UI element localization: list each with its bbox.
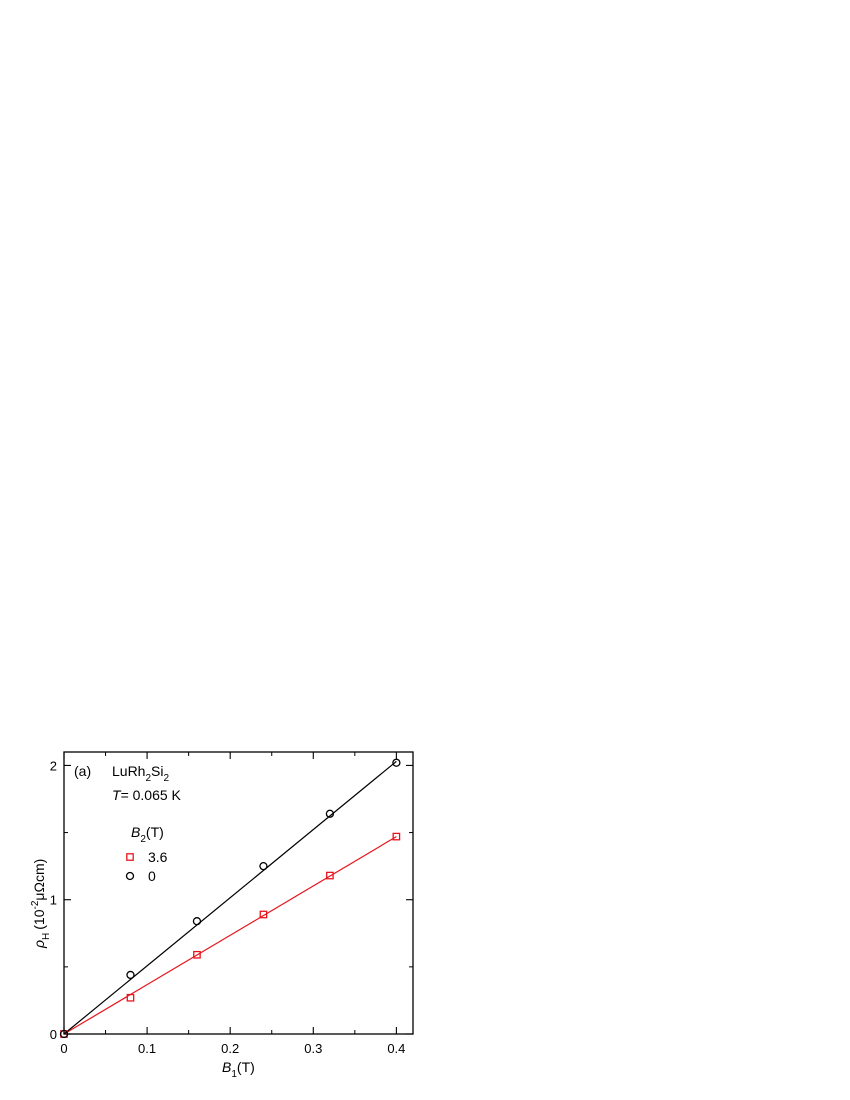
legend-marker-circle (125, 871, 135, 881)
data-markers (59, 758, 401, 1039)
fit-lines (63, 760, 397, 1035)
data-point-square (193, 950, 201, 959)
plot-frame (63, 751, 414, 1035)
y-tick-label: 2 (50, 758, 57, 773)
panel-label: (a) (74, 763, 91, 779)
y-tick-label: 1 (50, 893, 57, 908)
x-axis-label: B1(T) (222, 1059, 255, 1080)
x-tick-label: 0.3 (304, 1041, 322, 1056)
legend: 3.60 (125, 849, 168, 884)
data-point-circle (59, 1029, 69, 1039)
fit-line-circle (63, 760, 397, 1035)
data-point-circle (126, 970, 135, 980)
x-tick-label: 0.2 (221, 1041, 239, 1056)
axis-ticks (63, 752, 413, 1035)
data-point-square (326, 871, 334, 880)
tick-labels: 0 0.1 0.2 0.3 0.4 0 1 2 (50, 758, 406, 1056)
data-point-circle (192, 917, 202, 926)
legend-marker-square (126, 853, 134, 861)
temperature-label: T= 0.065 K (112, 787, 182, 803)
data-point-square (392, 832, 401, 841)
y-axis-label: ρH(10-2μΩcm) (30, 859, 52, 949)
data-point-circle (325, 809, 335, 818)
compound-label: LuRh2Si2 (112, 763, 169, 784)
legend-title: B2(T) (131, 824, 164, 845)
fit-line-square (63, 836, 397, 1035)
x-tick-label: 0 (60, 1041, 67, 1056)
data-point-square (259, 910, 268, 919)
x-tick-label: 0.4 (387, 1041, 405, 1056)
data-point-circle (259, 861, 268, 871)
legend-entry-label: 0 (148, 868, 156, 884)
y-tick-label: 0 (50, 1027, 57, 1042)
legend-entry-label: 3.6 (148, 849, 168, 865)
data-point-square (126, 993, 135, 1002)
data-point-circle (392, 758, 401, 767)
x-tick-label: 0.1 (138, 1041, 156, 1056)
